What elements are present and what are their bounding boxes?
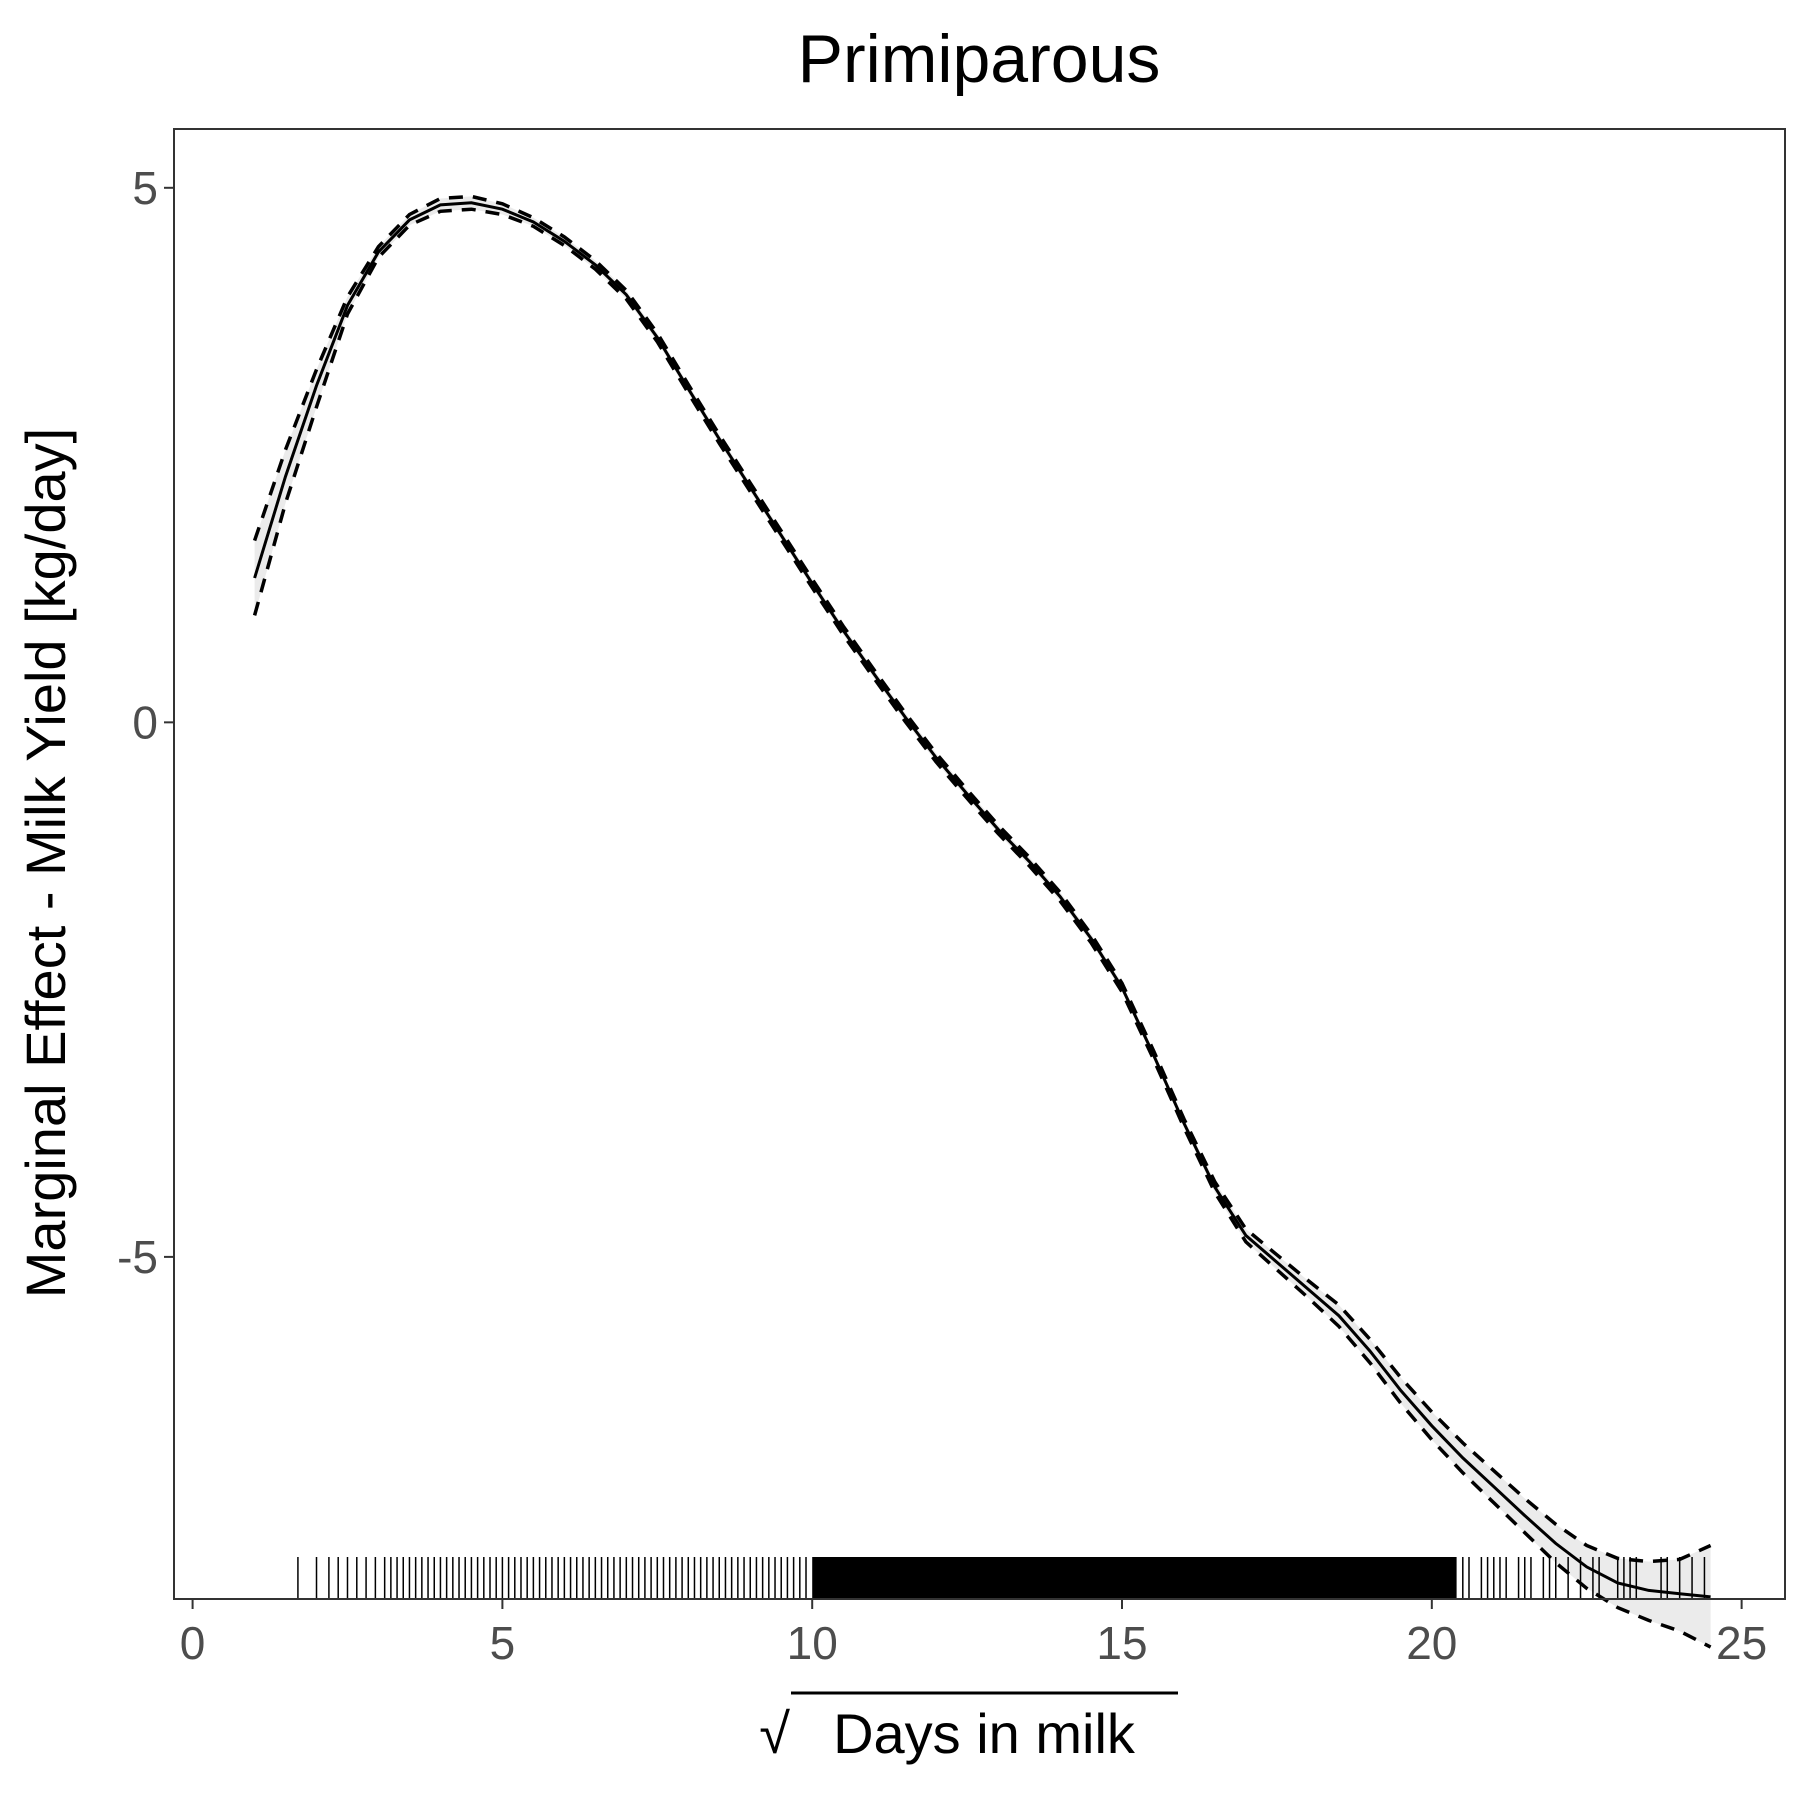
y-tick-label: -5 — [117, 1231, 158, 1283]
x-tick-label: 10 — [787, 1617, 838, 1669]
x-tick-label: 15 — [1096, 1617, 1147, 1669]
y-axis-title: Marginal Effect - Milk Yield [kg/day] — [14, 428, 77, 1298]
y-tick-label: 0 — [132, 696, 158, 748]
x-tick-label: 25 — [1716, 1617, 1767, 1669]
plot-area: 0 5 10 15 20 25 -5 0 5 — [117, 128, 1786, 1669]
x-axis-title-group: √ Days in milk — [759, 1691, 1178, 1765]
y-tick-label: 5 — [132, 162, 158, 214]
series-upper-bound — [252, 194, 1712, 1564]
chart-title: Primiparous — [798, 21, 1161, 97]
x-axis-title: Days in milk — [833, 1702, 1136, 1765]
x-axis-sqrt-symbol: √ — [759, 1702, 790, 1765]
x-tick-label: 0 — [180, 1617, 206, 1669]
rug-dense-band — [812, 1557, 1457, 1598]
panel-border — [173, 128, 1786, 1600]
series-estimate — [253, 201, 1711, 1599]
x-tick-label: 5 — [490, 1617, 516, 1669]
series-lower-bound — [252, 207, 1712, 1649]
x-tick-label: 20 — [1406, 1617, 1457, 1669]
